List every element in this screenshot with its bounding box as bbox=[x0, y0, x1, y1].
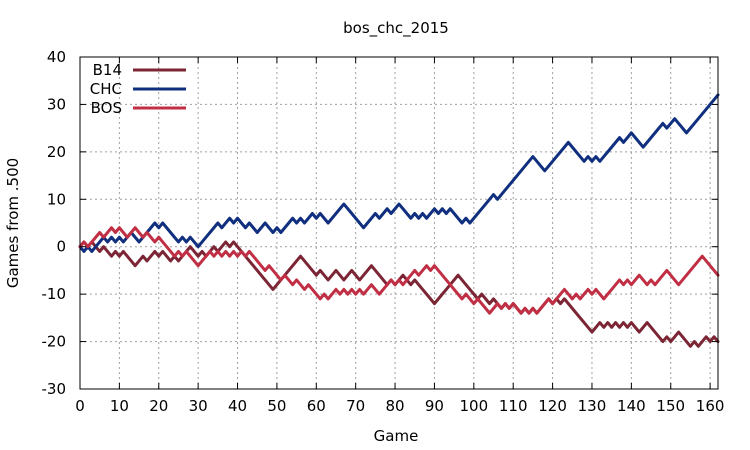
x-tick-label: 60 bbox=[307, 397, 326, 415]
y-tick-label: -10 bbox=[42, 285, 67, 303]
x-axis-label: Game bbox=[374, 427, 419, 445]
grid bbox=[80, 57, 718, 389]
y-tick-label: 30 bbox=[47, 95, 66, 113]
x-axis-ticks: 0 10 20 30 40 50 60 70 80 90 100 110 120 130 140 150 160 bbox=[75, 57, 724, 415]
x-tick-label: 50 bbox=[267, 397, 286, 415]
legend-label-bos: BOS bbox=[91, 99, 122, 117]
x-tick-label: 160 bbox=[696, 397, 725, 415]
y-axis-label: Games from .500 bbox=[4, 158, 22, 288]
x-tick-label: 0 bbox=[75, 397, 85, 415]
x-tick-label: 110 bbox=[499, 397, 528, 415]
legend-label-chc: CHC bbox=[90, 80, 122, 98]
x-tick-label: 100 bbox=[460, 397, 489, 415]
series-line-bos bbox=[78, 226, 720, 315]
y-tick-label: 0 bbox=[56, 238, 66, 256]
y-tick-label: 10 bbox=[47, 190, 66, 208]
x-tick-label: 40 bbox=[228, 397, 247, 415]
y-tick-label: -30 bbox=[42, 380, 67, 398]
x-tick-label: 120 bbox=[538, 397, 567, 415]
series-line-chc bbox=[78, 93, 720, 253]
x-tick-label: 90 bbox=[425, 397, 444, 415]
x-tick-label: 140 bbox=[617, 397, 646, 415]
y-tick-label: -20 bbox=[42, 333, 67, 351]
x-tick-label: 70 bbox=[346, 397, 365, 415]
legend-label-b14: B14 bbox=[93, 61, 122, 79]
y-axis-ticks: -30 -20 -10 0 10 20 30 40 bbox=[42, 48, 718, 398]
x-tick-label: 150 bbox=[656, 397, 685, 415]
y-tick-label: 40 bbox=[47, 48, 66, 66]
x-tick-label: 80 bbox=[386, 397, 405, 415]
x-tick-label: 10 bbox=[110, 397, 129, 415]
x-tick-label: 130 bbox=[578, 397, 607, 415]
x-tick-label: 30 bbox=[189, 397, 208, 415]
plot-lines bbox=[78, 93, 720, 348]
x-tick-label: 20 bbox=[149, 397, 168, 415]
chart-title: bos_chc_2015 bbox=[343, 19, 449, 38]
plot-frame bbox=[79, 56, 719, 390]
y-tick-label: 20 bbox=[47, 143, 66, 161]
